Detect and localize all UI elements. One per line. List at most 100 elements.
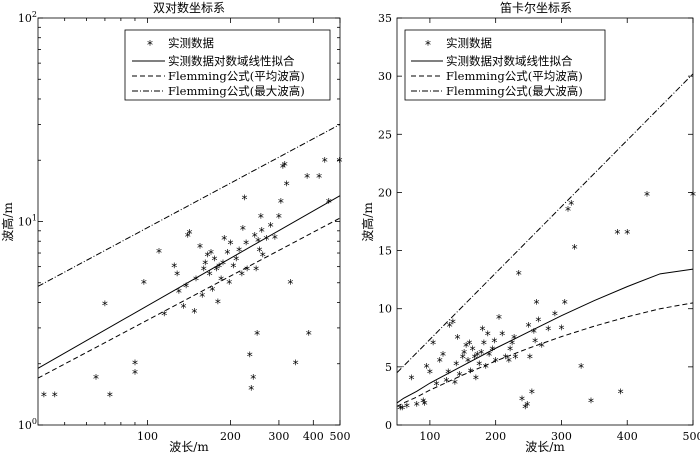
legend-box: [404, 29, 606, 101]
data-point: *: [430, 338, 436, 352]
data-point: *: [254, 328, 260, 342]
data-point: *: [322, 155, 328, 169]
x-tick-label: 500: [683, 430, 700, 443]
data-point: *: [433, 378, 439, 392]
y-tick-label: 100: [18, 417, 37, 432]
y-tick-label: 102: [18, 10, 37, 25]
data-point: *: [532, 335, 538, 349]
data-point: *: [483, 361, 489, 375]
y-tick-label: 101: [18, 214, 37, 229]
data-point: *: [201, 264, 207, 278]
x-tick-label: 400: [303, 430, 324, 443]
x-axis-label: 波长/m: [169, 440, 209, 454]
data-point: *: [624, 227, 630, 241]
series-layer: ****************************************…: [396, 73, 696, 417]
y-tick-labels: 100 101 102: [18, 10, 37, 432]
data-point: *: [250, 372, 256, 386]
data-point: *: [258, 211, 264, 225]
data-point: *: [578, 361, 584, 375]
data-point: *: [522, 402, 528, 416]
data-point: *: [52, 389, 58, 403]
data-point: *: [440, 349, 446, 363]
data-point: *: [565, 204, 571, 218]
data-point: *: [226, 277, 232, 291]
data-point: *: [422, 398, 428, 412]
legend-marker: *: [425, 38, 431, 52]
x-tick-label: 100: [137, 430, 158, 443]
data-point: *: [535, 314, 541, 328]
data-point: *: [568, 198, 574, 212]
x-tick-label: 300: [551, 430, 572, 443]
data-point: *: [480, 324, 486, 338]
y-tick-label: 0: [385, 419, 392, 432]
data-point: *: [533, 297, 539, 311]
data-point: *: [171, 261, 177, 275]
data-point: *: [161, 308, 167, 322]
data-point: *: [447, 320, 453, 334]
data-point: *: [233, 254, 239, 268]
y-tick-label: 15: [378, 245, 392, 258]
data-point: *: [259, 225, 265, 239]
x-tick-label: 300: [268, 430, 289, 443]
plot-frame: [396, 17, 694, 426]
y-axis-label: 波高/m: [0, 202, 15, 242]
data-point: *: [455, 332, 461, 346]
data-point: *: [470, 343, 476, 357]
data-point: *: [326, 196, 332, 210]
data-point: *: [247, 349, 253, 363]
data-point: *: [220, 258, 226, 272]
data-point: *: [236, 245, 242, 259]
data-point: *: [499, 328, 505, 342]
data-point: *: [463, 340, 469, 354]
data-point: *: [337, 155, 343, 169]
data-point: *: [252, 230, 258, 244]
data-point: *: [516, 268, 522, 282]
data-point: *: [468, 366, 474, 380]
data-point: *: [474, 349, 480, 363]
legend-label-max: Flemming公式(最大波高): [446, 84, 583, 98]
data-point: *: [41, 389, 47, 403]
y-tick-labels: 0 5 10 15 20 25 30 35: [378, 12, 392, 432]
data-point: *: [293, 358, 299, 372]
data-point: *: [529, 386, 535, 400]
data-point: *: [216, 261, 222, 275]
data-point: *: [208, 247, 214, 261]
data-point: *: [244, 264, 250, 278]
data-point: *: [507, 343, 513, 357]
data-point: *: [193, 273, 199, 287]
y-tick-label: 10: [378, 303, 392, 316]
data-point: *: [242, 192, 248, 206]
y-tick-label: 25: [378, 128, 392, 141]
x-tick-label: 500: [330, 430, 351, 443]
data-point: *: [180, 301, 186, 315]
data-point: *: [186, 227, 192, 241]
data-point: *: [399, 403, 405, 417]
series-line: [396, 73, 694, 374]
data-point: *: [221, 233, 227, 247]
data-point: *: [280, 161, 286, 175]
x-tick-label: 200: [485, 430, 506, 443]
data-point: *: [174, 268, 180, 282]
series-layer: ****************************************…: [37, 123, 343, 403]
data-point: *: [132, 367, 138, 381]
data-point: *: [524, 399, 530, 413]
data-point: *: [253, 264, 259, 278]
data-point: *: [465, 355, 471, 369]
data-point: *: [218, 273, 224, 287]
y-tick-exponent: 2: [32, 10, 37, 19]
data-point: *: [183, 280, 189, 294]
data-point: *: [496, 312, 502, 326]
y-axis-label: 波高/m: [360, 202, 375, 242]
data-point: *: [132, 358, 138, 372]
data-point: *: [512, 352, 518, 366]
data-point: *: [476, 359, 482, 373]
legend-label-avg: Flemming公式(平均波高): [446, 69, 583, 83]
data-point: *: [472, 352, 478, 366]
data-point: *: [618, 386, 624, 400]
data-point: *: [224, 247, 230, 261]
data-point: *: [272, 232, 278, 246]
data-point: *: [478, 347, 484, 361]
series-line: [37, 217, 341, 379]
data-point: *: [260, 250, 266, 264]
